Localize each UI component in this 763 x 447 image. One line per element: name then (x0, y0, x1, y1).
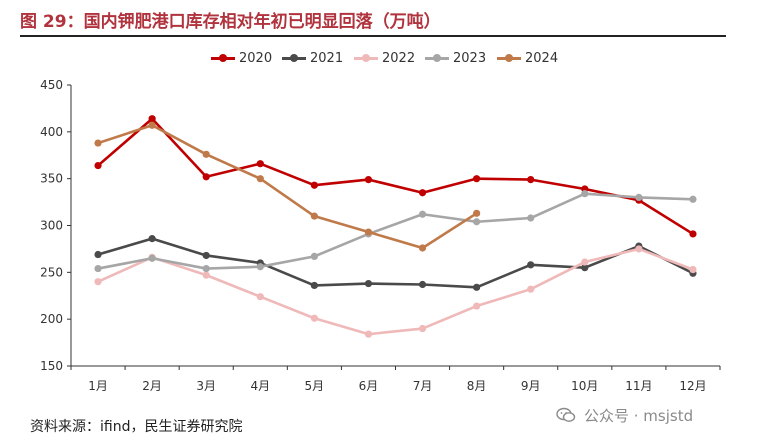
data-point-2023 (256, 263, 264, 271)
data-point-2023 (94, 264, 102, 273)
y-tick-label: 250 (40, 265, 63, 279)
wechat-icon (556, 407, 576, 422)
data-point-2020 (256, 160, 264, 168)
data-point-2022 (364, 330, 373, 338)
x-tick-label: 10月 (571, 379, 598, 393)
data-point-2020 (202, 173, 210, 181)
data-point-2023 (202, 264, 210, 273)
y-tick-label: 450 (40, 78, 63, 92)
y-tick-label: 200 (40, 312, 63, 326)
data-point-2020 (148, 115, 156, 123)
x-tick-label: 3月 (196, 379, 216, 393)
title-divider (20, 35, 726, 37)
legend-swatch (425, 52, 449, 64)
data-point-2021 (202, 251, 210, 260)
data-point-2024 (418, 244, 427, 252)
data-point-2022 (581, 258, 589, 266)
data-point-2022 (94, 278, 102, 286)
data-point-2022 (473, 302, 481, 310)
series-line-2023 (96, 192, 695, 270)
data-point-2021 (310, 281, 318, 290)
x-tick-label: 6月 (359, 379, 379, 393)
legend-swatch (354, 52, 378, 64)
data-point-2024 (94, 139, 102, 147)
figure-title: 图 29：国内钾肥港口库存相对年初已明显回落（万吨） (20, 12, 441, 32)
x-tick-label: 2月 (142, 379, 162, 393)
x-tick-label: 8月 (467, 379, 487, 393)
data-point-2022 (202, 271, 210, 279)
legend-label: 2023 (453, 50, 487, 66)
series-line-2021 (96, 237, 695, 289)
data-point-2022 (418, 324, 427, 333)
series-line-2022 (96, 247, 695, 336)
y-tick-label: 300 (40, 219, 63, 233)
data-point-2023 (635, 193, 643, 201)
data-point-2020 (473, 175, 481, 183)
line-chart: 150 200 250 300 350 400 450 1月 2月 3月 4月 5月 6月 7月 8月 9月 1… (40, 78, 721, 393)
data-point-2022 (689, 265, 697, 274)
data-point-2023 (473, 218, 481, 226)
data-point-2024 (310, 212, 318, 220)
y-tick-label: 400 (40, 125, 63, 139)
data-point-2021 (364, 279, 373, 288)
x-tick-label: 9月 (521, 379, 541, 393)
legend-swatch (497, 52, 521, 64)
legend-item-2024: 2024 (497, 50, 558, 66)
data-point-2024 (473, 209, 481, 217)
data-point-2022 (256, 293, 264, 301)
legend-item-2022: 2022 (354, 50, 415, 66)
data-point-2021 (418, 280, 427, 289)
x-tick-label: 4月 (250, 379, 270, 393)
data-point-2023 (527, 214, 535, 222)
legend-item-2020: 2020 (211, 50, 272, 66)
legend-label: 2024 (525, 50, 559, 66)
data-point-2024 (364, 228, 373, 236)
x-tick-label: 12月 (679, 379, 706, 393)
legend-swatch (282, 52, 306, 64)
data-point-2020 (418, 189, 427, 197)
data-point-2024 (256, 175, 264, 183)
data-point-2024 (202, 150, 210, 158)
data-point-2023 (689, 195, 697, 203)
data-point-2021 (527, 261, 535, 269)
series-line-2024 (96, 123, 478, 250)
data-point-2020 (689, 230, 697, 238)
chart-legend: 2020 2021 2022 2023 2024 (0, 50, 763, 66)
x-tick-label: 1月 (88, 379, 108, 393)
data-point-2021 (473, 283, 481, 291)
series-line-2020 (96, 117, 695, 236)
x-tick-label: 5月 (305, 379, 325, 393)
y-tick-label: 350 (40, 172, 63, 186)
data-point-2023 (581, 190, 589, 198)
data-point-2022 (527, 285, 535, 293)
legend-label: 2021 (310, 50, 344, 66)
data-point-2022 (635, 245, 643, 253)
watermark: 公众号 · msjstd (556, 402, 693, 428)
data-point-2020 (364, 176, 373, 184)
x-tick-label: 11月 (625, 379, 652, 393)
data-point-2020 (310, 181, 318, 189)
data-point-2021 (581, 264, 589, 272)
data-point-2023 (418, 210, 427, 218)
data-point-2020 (527, 176, 535, 184)
data-point-2023 (148, 254, 156, 262)
legend-swatch (211, 52, 235, 64)
y-tick-label: 150 (40, 359, 63, 373)
data-point-2023 (310, 252, 318, 261)
legend-label: 2022 (382, 50, 416, 66)
legend-label: 2020 (239, 50, 273, 66)
source-note: 资料来源：ifind，民生证券研究院 (30, 419, 243, 435)
legend-item-2021: 2021 (282, 50, 343, 66)
data-point-2024 (148, 121, 156, 129)
data-point-2020 (94, 161, 102, 170)
watermark-text: 公众号 · msjstd (584, 406, 694, 425)
legend-item-2023: 2023 (425, 50, 486, 66)
x-tick-label: 7月 (413, 379, 433, 393)
data-point-2021 (148, 235, 156, 243)
data-point-2022 (310, 314, 318, 322)
data-point-2021 (94, 250, 102, 259)
